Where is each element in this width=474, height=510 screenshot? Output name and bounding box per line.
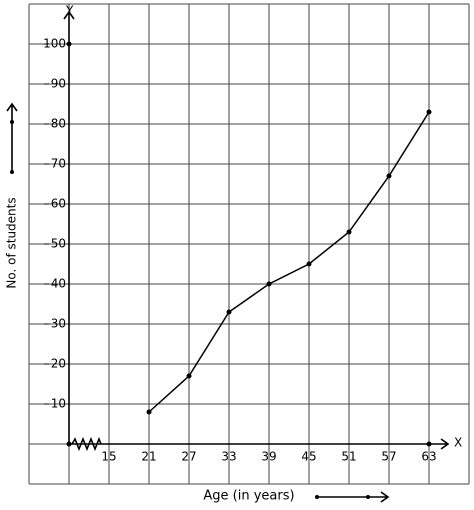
arrow-dot	[10, 170, 14, 174]
x-tick-label: 51	[341, 450, 356, 464]
y-axis-label: No. of students	[5, 197, 19, 288]
x-axis-label: Age (in years)	[203, 489, 294, 504]
data-point	[226, 309, 232, 315]
y-tick-label: 70	[51, 157, 66, 171]
y-axis-name: Y	[65, 4, 74, 18]
y-tick-label: 50	[51, 237, 66, 251]
origin-dot	[66, 441, 72, 447]
data-point	[146, 409, 152, 415]
x-tick-label: 57	[381, 450, 396, 464]
y-tick-label: 40	[51, 277, 66, 291]
data-point	[426, 109, 432, 115]
data-point	[386, 173, 392, 179]
plot-area	[29, 4, 469, 484]
x-tick-label: 39	[261, 450, 276, 464]
axis-dot	[66, 41, 72, 47]
axis-dot	[426, 441, 432, 447]
x-tick-label: 63	[421, 450, 436, 464]
x-tick-label: 27	[181, 450, 196, 464]
data-point	[306, 261, 312, 267]
axis-break	[71, 436, 102, 452]
data-point	[266, 281, 272, 287]
direction-arrow	[317, 491, 390, 503]
x-axis-name: X	[454, 436, 462, 450]
data-point	[186, 373, 192, 379]
y-tick-label: 60	[51, 197, 66, 211]
y-tick-label: 90	[51, 77, 66, 91]
x-tick-label: 15	[101, 450, 116, 464]
y-tick-label: 20	[51, 357, 66, 371]
y-tick-label: 30	[51, 317, 66, 331]
y-tick-label: 100	[43, 37, 66, 51]
arrow-dot	[366, 495, 370, 499]
y-tick-label: 10	[51, 397, 66, 411]
data-line	[148, 111, 430, 413]
x-tick-label: 21	[141, 450, 156, 464]
data-point	[346, 229, 352, 235]
direction-arrow	[6, 102, 18, 172]
y-tick-label: 80	[51, 117, 66, 131]
y-axis	[63, 10, 75, 444]
arrow-dot	[10, 120, 14, 124]
x-tick-label: 33	[221, 450, 236, 464]
x-axis	[69, 438, 450, 450]
arrow-dot	[315, 495, 319, 499]
x-tick-label: 45	[301, 450, 316, 464]
